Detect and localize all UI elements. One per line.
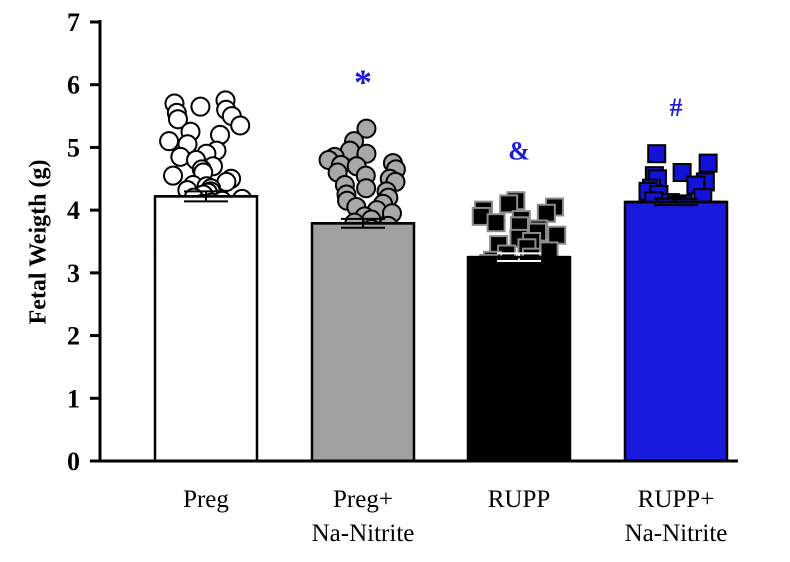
data-point-1-0 [356, 118, 377, 139]
data-point-0-2 [190, 96, 211, 117]
data-point-0-10 [159, 131, 180, 152]
data-point-0-6 [167, 109, 188, 130]
y-ticks: 0 1 2 3 4 5 6 7 [67, 8, 100, 476]
bar-2 [466, 255, 572, 463]
significance-marker-0: * [354, 62, 372, 102]
data-point-2-7 [486, 213, 506, 233]
y-tick-label-2: 2 [67, 322, 80, 351]
y-tick-label-7: 7 [67, 8, 80, 37]
x-tick-label-2: RUPP [488, 486, 551, 513]
x-tick-label-0: Preg [183, 486, 229, 513]
y-tick-label-0: 0 [67, 447, 80, 476]
x-tick-label-3: RUPP+ Na-Nitrite [625, 486, 728, 547]
data-point-2-1 [499, 194, 519, 214]
bar-1 [310, 222, 416, 463]
data-point-2-4 [536, 203, 556, 223]
y-tick-label-6: 6 [67, 71, 80, 100]
data-point-0-19 [163, 165, 184, 186]
data-point-2-11 [547, 225, 567, 245]
x-tick-label-line: RUPP+ [638, 486, 715, 513]
x-tick-label-1: Preg+ Na-Nitrite [312, 486, 415, 547]
data-point-1-15 [356, 178, 377, 199]
x-tick-label-line: Preg+ [333, 486, 393, 513]
y-tick-label-3: 3 [67, 259, 80, 288]
significance-marker-1: & [508, 137, 530, 166]
axes [98, 20, 738, 463]
significance-annotations: * & # [354, 62, 683, 165]
x-tick-label-line: Na-Nitrite [312, 520, 415, 547]
data-point-0-7 [230, 115, 251, 136]
x-tick-label-line: Na-Nitrite [625, 520, 728, 547]
data-point-3-0 [647, 144, 667, 164]
bars [153, 195, 729, 463]
bar-0 [153, 195, 259, 463]
y-tick-label-4: 4 [67, 196, 80, 225]
bar-3 [623, 200, 729, 463]
x-category-labels: Preg Preg+ Na-Nitrite RUPP RUPP+ Na-Nitrite [183, 486, 727, 547]
y-tick-label-1: 1 [67, 384, 80, 413]
y-axis-label: Fetal Weigth (g) [26, 160, 52, 325]
y-tick-label-5: 5 [67, 133, 80, 162]
significance-marker-2: # [670, 93, 683, 122]
x-tick-label-line: Preg [183, 486, 229, 513]
error-bars [155, 190, 727, 262]
data-point-3-1 [698, 153, 718, 173]
x-tick-label-line: RUPP [488, 486, 551, 513]
